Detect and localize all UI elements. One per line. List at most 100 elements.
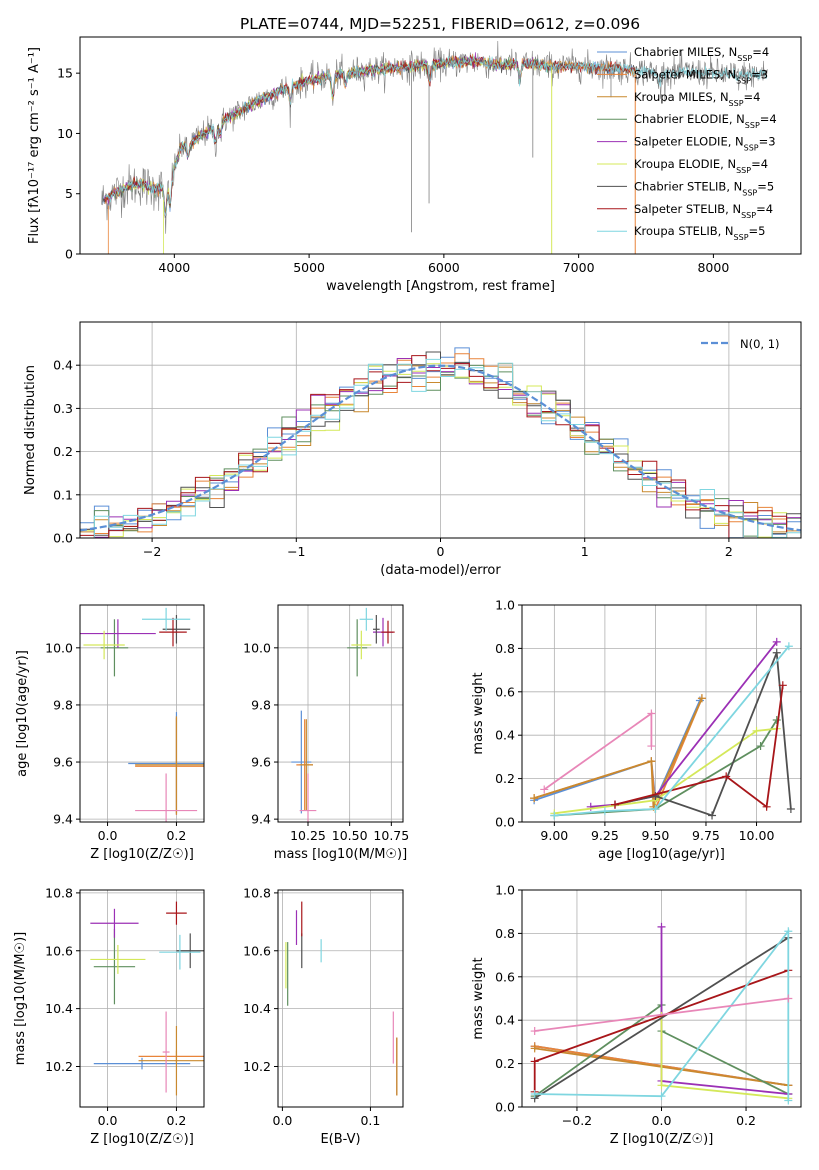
legend-label-chabrier_miles: Chabrier MILES, NSSP=4 (634, 45, 769, 63)
x-tick-label: 0.2 (166, 1113, 186, 1128)
weight_vs_Z-frame (521, 889, 802, 1108)
legend-label-salpeter_elodie: Salpeter ELODIE, NSSP=3 (634, 135, 776, 153)
weight-marker-kroupa_miles (647, 757, 656, 766)
y-tick-label: 0.3 (53, 401, 73, 416)
x-tick-label: 1 (581, 544, 589, 559)
y-tick-label: 1.0 (495, 883, 515, 898)
weight-marker-salpeter_stelib (778, 681, 787, 690)
x-tick-label: 10.75 (373, 828, 409, 843)
weight-marker-kroupa_stelib (784, 1096, 793, 1105)
x-tick-label: −0.2 (562, 1113, 592, 1128)
y-axis-label: mass [log10(M/M☉)] (13, 932, 28, 1065)
y-tick-label: 10.0 (45, 640, 73, 655)
y-tick-label: 9.4 (251, 812, 271, 827)
weight-marker-pink_extra (530, 1027, 539, 1036)
weight-marker-kroupa_stelib (784, 642, 793, 651)
y-tick-label: 10.2 (45, 1059, 73, 1074)
model-line-chabrier_elodie (102, 56, 553, 216)
x-axis-label: E(B-V) (320, 1132, 360, 1147)
y-tick-label: 10.4 (45, 1001, 73, 1016)
legend-label-normal: N(0, 1) (740, 337, 780, 351)
weight-marker-pink_extra (647, 742, 656, 751)
legend-label-chabrier_elodie: Chabrier ELODIE, NSSP=4 (634, 112, 777, 130)
y-tick-label: 0.6 (495, 969, 515, 984)
y-tick-label: 0.4 (495, 728, 515, 743)
weight-marker-salpeter_elodie (657, 922, 666, 931)
model-line-kroupa_stelib (105, 56, 768, 217)
weight-line-kroupa_stelib (554, 645, 790, 817)
weight-marker-chabrier_stelib (786, 804, 795, 813)
y-tick-label: 0.0 (495, 1100, 515, 1115)
weight-marker-kroupa_miles (697, 694, 706, 703)
weight-marker-kroupa_stelib (657, 1092, 666, 1101)
weight-line-chabrier_stelib (534, 936, 789, 1100)
x-tick-label: 0.0 (652, 1113, 672, 1128)
weight-line-kroupa_stelib (534, 928, 790, 1101)
residuals-legend: N(0, 1) (701, 337, 780, 351)
x-tick-label: 2 (725, 544, 733, 559)
x-tick-label: 9.25 (591, 828, 619, 843)
y-tick-label: 0.0 (495, 815, 515, 830)
y-axis-label: age [log10(age/yr)] (15, 650, 30, 777)
figure-title: PLATE=0744, MJD=52251, FIBERID=0612, z=0… (240, 15, 640, 33)
weight-marker-pink_extra (540, 785, 549, 794)
y-tick-label: 10.2 (243, 1059, 271, 1074)
axes-spectrum: 4000 5000 6000 7000 8000 0 5 10 15 wavelength [An… (27, 47, 729, 294)
x-axis-label: Z [log10(Z/Z☉)] (90, 1132, 194, 1147)
legend-label-salpeter_miles: Salpeter MILES, NSSP=3 (634, 67, 768, 85)
x-tick-label: 5000 (293, 260, 325, 275)
x-tick-label: −1 (287, 544, 305, 559)
weight-line-kroupa_elodie (554, 727, 777, 815)
y-tick-label: 0.4 (495, 1013, 515, 1028)
residual-histogram-kroupa_stelib (80, 358, 801, 538)
residuals-frame (79, 321, 802, 539)
y-tick-label: 10.8 (45, 885, 73, 900)
x-axis-label: age [log10(age/yr)] (598, 847, 725, 862)
y-tick-label: 0.2 (53, 444, 73, 459)
y-tick-label: 10.8 (243, 885, 271, 900)
weight-marker-chabrier_stelib (708, 811, 717, 820)
weight-marker-kroupa_elodie (657, 1081, 666, 1090)
y-tick-label: 9.8 (251, 697, 271, 712)
weight-marker-salpeter_stelib (530, 1057, 539, 1066)
x-tick-label: 0.2 (166, 828, 186, 843)
y-tick-label: 0.2 (495, 1056, 515, 1071)
spectrum-legend: Chabrier MILES, NSSP=4 Salpeter MILES, NS… (597, 45, 777, 242)
x-tick-label: 8000 (697, 260, 729, 275)
x-axis-label: wavelength [Angstrom, rest frame] (326, 279, 555, 294)
legend-label-kroupa_elodie: Kroupa ELODIE, NSSP=4 (634, 157, 768, 175)
weight-line-pink_extra (534, 997, 789, 1032)
weight-line-kroupa_elodie (660, 1015, 789, 1100)
legend-label-chabrier_stelib: Chabrier STELIB, NSSP=5 (634, 179, 774, 197)
y-tick-label: 0.8 (495, 641, 515, 656)
y-tick-label: 5 (65, 186, 73, 201)
y-tick-label: 0 (65, 247, 73, 262)
y-tick-label: 0.4 (53, 358, 73, 373)
y-tick-label: 10.0 (243, 640, 271, 655)
y-tick-label: 9.6 (251, 755, 271, 770)
weight-marker-salpeter_stelib (611, 800, 619, 809)
x-axis-label: Z [log10(Z/Z☉)] (610, 1132, 714, 1147)
weight-marker-salpeter_stelib (722, 772, 731, 781)
y-axis-label: Flux [fλ10⁻¹⁷ erg cm⁻² s⁻¹ A⁻¹] (27, 47, 42, 244)
y-tick-label: 1.0 (495, 598, 515, 613)
y-tick-label: 15 (57, 66, 73, 81)
weight-marker-kroupa_elodie (752, 726, 761, 735)
weight-marker-salpeter_stelib (762, 802, 771, 811)
y-tick-label: 10 (57, 126, 73, 141)
x-tick-label: 0.1 (360, 1113, 380, 1128)
weight-marker-chabrier_elodie (756, 742, 765, 751)
x-tick-label: 0.0 (272, 1113, 292, 1128)
legend-label-kroupa_miles: Kroupa MILES, NSSP=4 (634, 90, 760, 108)
mass_vs_ebv-frame (277, 889, 404, 1108)
x-tick-label: 6000 (428, 260, 460, 275)
y-tick-label: 10.6 (45, 943, 73, 958)
weight-marker-kroupa_miles (530, 794, 539, 803)
y-tick-label: 0.8 (495, 926, 515, 941)
axes-age_vs_Z: 0.0 0.2 9.4 9.6 9.8 10.0 Z [log10(Z/Z☉)] age [l… (15, 605, 204, 862)
weight-marker-salpeter_elodie (772, 637, 781, 646)
mass_vs_Z-frame (79, 889, 205, 1108)
y-axis-label: Normed distribution (23, 365, 38, 495)
x-tick-label: 0.0 (98, 1113, 118, 1128)
x-axis-label: mass [log10(M/M☉)] (274, 847, 407, 862)
